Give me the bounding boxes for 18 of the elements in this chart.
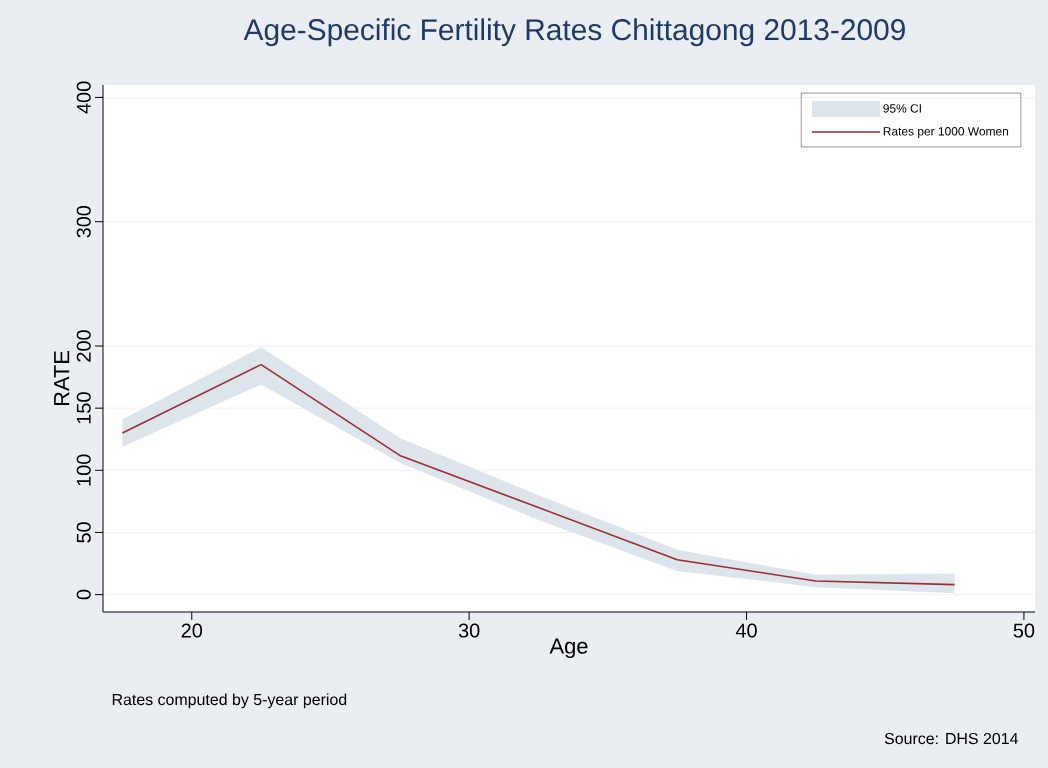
y-tick-label: 0 bbox=[76, 589, 91, 600]
y-tick-label: 400 bbox=[76, 81, 91, 114]
source-note: Source: DHS 2014 bbox=[884, 732, 1018, 745]
chart-title: Age-Specific Fertility Rates Chittagong 2013-2009 bbox=[243, 18, 905, 47]
y-tick-label: 50 bbox=[76, 522, 91, 543]
x-tick-label: 30 bbox=[458, 623, 480, 638]
y-tick-label: 150 bbox=[76, 392, 91, 424]
text: Rates per 1000 Women bbox=[883, 127, 1009, 138]
y-tick-label: 200 bbox=[76, 330, 91, 362]
x-tick-label: 50 bbox=[1013, 623, 1035, 638]
annotation: 95% CI bbox=[883, 104, 921, 113]
x-tick-label: 20 bbox=[181, 623, 203, 638]
y-tick-label: 300 bbox=[76, 205, 91, 238]
x-tick-label: 40 bbox=[735, 623, 757, 638]
x-axis-title: Age bbox=[549, 638, 588, 659]
text: Rates computed by 5-year period bbox=[112, 693, 347, 709]
y-tick-label: 100 bbox=[76, 454, 91, 486]
y-axis-title: RATE bbox=[54, 351, 70, 406]
